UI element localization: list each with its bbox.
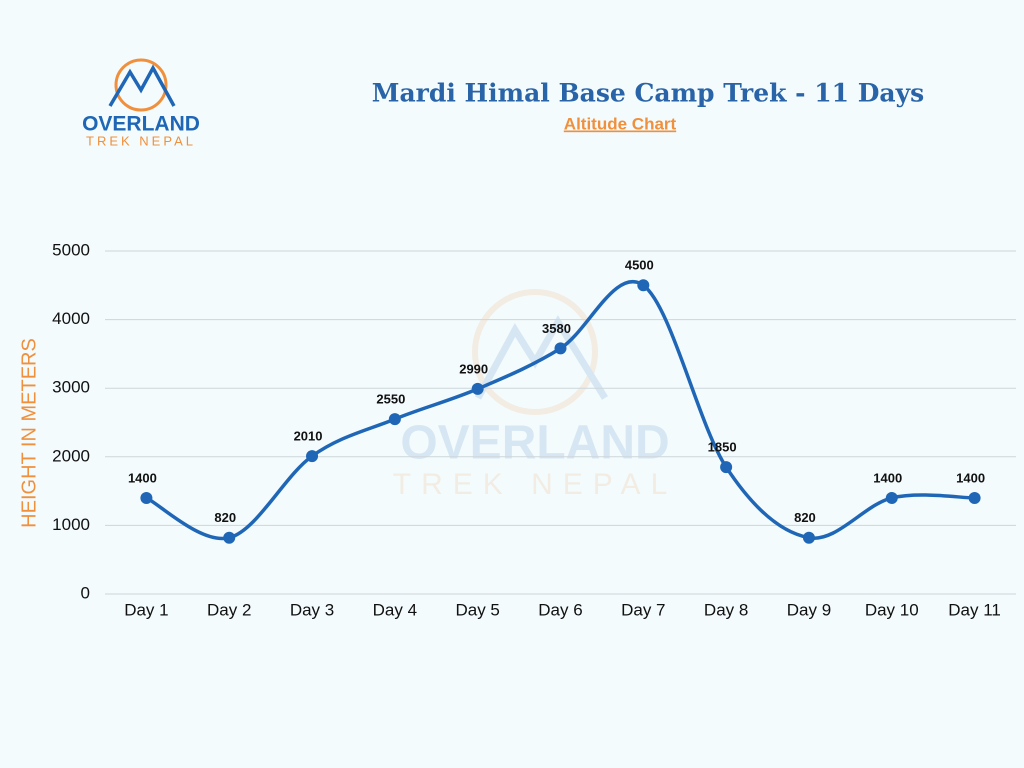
data-label: 1400 xyxy=(956,470,985,485)
x-tick-label: Day 11 xyxy=(948,600,1001,619)
line xyxy=(145,280,975,541)
y-tick-label: 5000 xyxy=(52,240,90,259)
logo-ring xyxy=(114,58,168,112)
data-label: 4500 xyxy=(625,258,654,273)
y-tick-label: 1000 xyxy=(52,515,90,534)
y-tick-label: 3000 xyxy=(52,378,90,397)
x-tick-label: Day 3 xyxy=(290,600,334,619)
point xyxy=(802,531,815,544)
data-label: 2010 xyxy=(294,429,323,444)
x-tick-label: Day 4 xyxy=(373,600,417,619)
y-axis-label: HEIGHT IN METERS xyxy=(18,338,40,528)
chart-subtitle: Altitude Chart xyxy=(564,114,677,133)
logo-name: OVERLAND xyxy=(82,113,200,136)
x-tick-label: Day 10 xyxy=(865,600,919,619)
logo: OVERLAND TREK NEPAL xyxy=(82,58,200,148)
y-tick-label: 4000 xyxy=(52,309,90,328)
data-label: 2990 xyxy=(459,361,488,376)
point xyxy=(885,491,898,504)
data-label: 1850 xyxy=(708,440,737,455)
x-tick-label: Day 5 xyxy=(455,600,499,619)
x-tick-label: Day 8 xyxy=(704,600,748,619)
data-label: 1400 xyxy=(128,470,157,485)
watermark-ring xyxy=(472,289,598,415)
y-tick-label: 0 xyxy=(81,583,90,602)
point xyxy=(554,342,567,355)
watermark-tagline: TREK NEPAL xyxy=(393,468,678,501)
point xyxy=(471,382,484,395)
point xyxy=(637,279,650,292)
point xyxy=(720,461,733,474)
point xyxy=(140,491,153,504)
x-tick-label: Day 2 xyxy=(207,600,251,619)
logo-tagline: TREK NEPAL xyxy=(86,133,196,148)
point xyxy=(223,531,236,544)
point xyxy=(968,491,981,504)
x-tick-label: Day 7 xyxy=(621,600,665,619)
logo-mountain xyxy=(108,64,176,107)
x-tick-label: Day 1 xyxy=(124,600,168,619)
watermark: OVERLAND TREK NEPAL xyxy=(393,289,678,501)
point xyxy=(306,450,319,463)
data-label: 1400 xyxy=(873,470,902,485)
x-tick-label: Day 9 xyxy=(787,600,831,619)
y-tick-label: 2000 xyxy=(52,446,90,465)
point xyxy=(388,413,401,426)
data-label: 3580 xyxy=(542,321,571,336)
data-label: 2550 xyxy=(376,392,405,407)
x-tick-label: Day 6 xyxy=(538,600,582,619)
data-label: 820 xyxy=(794,510,816,525)
data-label: 820 xyxy=(214,510,236,525)
watermark-name: OVERLAND xyxy=(400,417,669,470)
chart-title: Mardi Himal Base Camp Trek - 11 Days xyxy=(372,79,924,108)
